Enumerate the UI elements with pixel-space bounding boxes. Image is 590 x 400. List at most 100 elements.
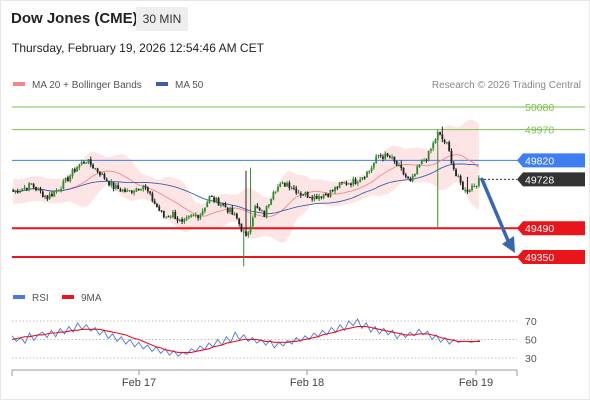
candle-body: [274, 191, 277, 193]
candle-body: [162, 210, 165, 218]
candle-body: [372, 162, 375, 168]
candle-body: [194, 215, 197, 216]
candle-body: [416, 166, 419, 175]
candle-body: [407, 176, 409, 179]
candle-body: [23, 187, 26, 189]
candle-body: [320, 196, 323, 198]
candle-body: [112, 182, 115, 189]
candle-body: [375, 156, 378, 163]
candle-body: [359, 179, 362, 182]
candle-body: [352, 178, 355, 185]
candle-body: [14, 190, 17, 192]
level-label-49490: 49490: [525, 223, 554, 235]
candle-body: [477, 177, 480, 187]
candle-body: [94, 168, 97, 170]
rsi-tick-label: 70: [525, 316, 537, 328]
candle-body: [404, 174, 407, 177]
legend-9ma: 9MA: [62, 293, 102, 304]
candle-body: [57, 190, 60, 192]
candle-body: [261, 210, 263, 212]
candle-body: [85, 162, 88, 164]
candle-body: [338, 182, 341, 188]
candle-body: [217, 198, 220, 206]
candle-body: [304, 192, 307, 195]
candle-body: [174, 211, 177, 219]
timeframe-badge[interactable]: 30 MIN: [136, 7, 188, 31]
candle-body: [37, 188, 40, 191]
candle-body: [439, 132, 441, 135]
candle-body: [441, 134, 444, 140]
candle-body: [461, 182, 464, 190]
candle-body: [345, 182, 348, 185]
ma20-swatch-icon: [13, 82, 25, 87]
candle-body: [443, 140, 446, 143]
candle-body: [382, 156, 384, 159]
candle-body: [233, 214, 236, 215]
candle-body: [409, 178, 412, 181]
candle-body: [366, 171, 368, 178]
candle-body: [251, 217, 254, 227]
candle-body: [135, 188, 138, 192]
candle-body: [53, 191, 56, 197]
instrument-title: Dow Jones (CME): [11, 10, 138, 27]
candle-body: [361, 177, 364, 180]
candle-body: [73, 168, 76, 172]
candle-body: [379, 155, 382, 157]
candle-body: [60, 189, 62, 191]
candle-body: [62, 181, 65, 189]
candle-body: [231, 207, 234, 215]
candle-body: [160, 210, 163, 212]
candle-body: [201, 210, 204, 216]
candle-body: [279, 183, 282, 187]
candle-body: [140, 189, 142, 191]
candle-body: [71, 169, 74, 177]
candle-body: [450, 151, 453, 164]
ma9-line: [11, 326, 480, 353]
level-label-49820: 49820: [525, 155, 554, 167]
candle-body: [254, 206, 257, 218]
rsi-tick-label: 50: [525, 335, 537, 347]
candle-body: [98, 171, 101, 176]
candle-body: [238, 218, 241, 225]
level-label-49970: 49970: [525, 125, 554, 137]
candle-body: [128, 190, 131, 192]
candle-body: [137, 189, 140, 190]
candle-body: [423, 160, 425, 162]
candle-body: [110, 181, 113, 186]
candle-body: [55, 189, 58, 191]
level-tag-49820: [517, 153, 585, 168]
level-label-49728: 49728: [525, 174, 554, 186]
candle-body: [327, 194, 330, 197]
candle-body: [414, 174, 416, 177]
candle-body: [142, 185, 145, 190]
level-tag-49350: [517, 250, 585, 264]
candle-body: [343, 182, 346, 184]
candle-body: [281, 182, 284, 184]
candle-body: [39, 188, 42, 192]
candle-body: [124, 189, 126, 193]
candle-body: [311, 197, 314, 200]
candle-body: [208, 196, 211, 203]
candle-body: [265, 206, 268, 218]
timestamp: Thursday, February 19, 2026 12:54:46 AM …: [12, 41, 264, 55]
candle-body: [377, 155, 380, 157]
candle-body: [169, 216, 172, 218]
candle-body: [322, 194, 325, 199]
candle-body: [229, 208, 231, 212]
candle-body: [464, 190, 467, 191]
candle-body: [368, 171, 371, 173]
candle-body: [101, 173, 104, 175]
candle-body: [336, 187, 339, 189]
candle-body: [388, 156, 391, 158]
candle-body: [149, 191, 152, 193]
candle-body: [117, 185, 120, 189]
candle-body: [272, 192, 275, 200]
candle-body: [432, 142, 435, 149]
level-tag-49728: [517, 172, 585, 187]
legend-ma50-label: MA 50: [175, 80, 204, 91]
candle-body: [249, 226, 252, 233]
candle-body: [468, 189, 471, 192]
level-label-50080: 50080: [525, 102, 554, 114]
candle-body: [156, 204, 158, 207]
